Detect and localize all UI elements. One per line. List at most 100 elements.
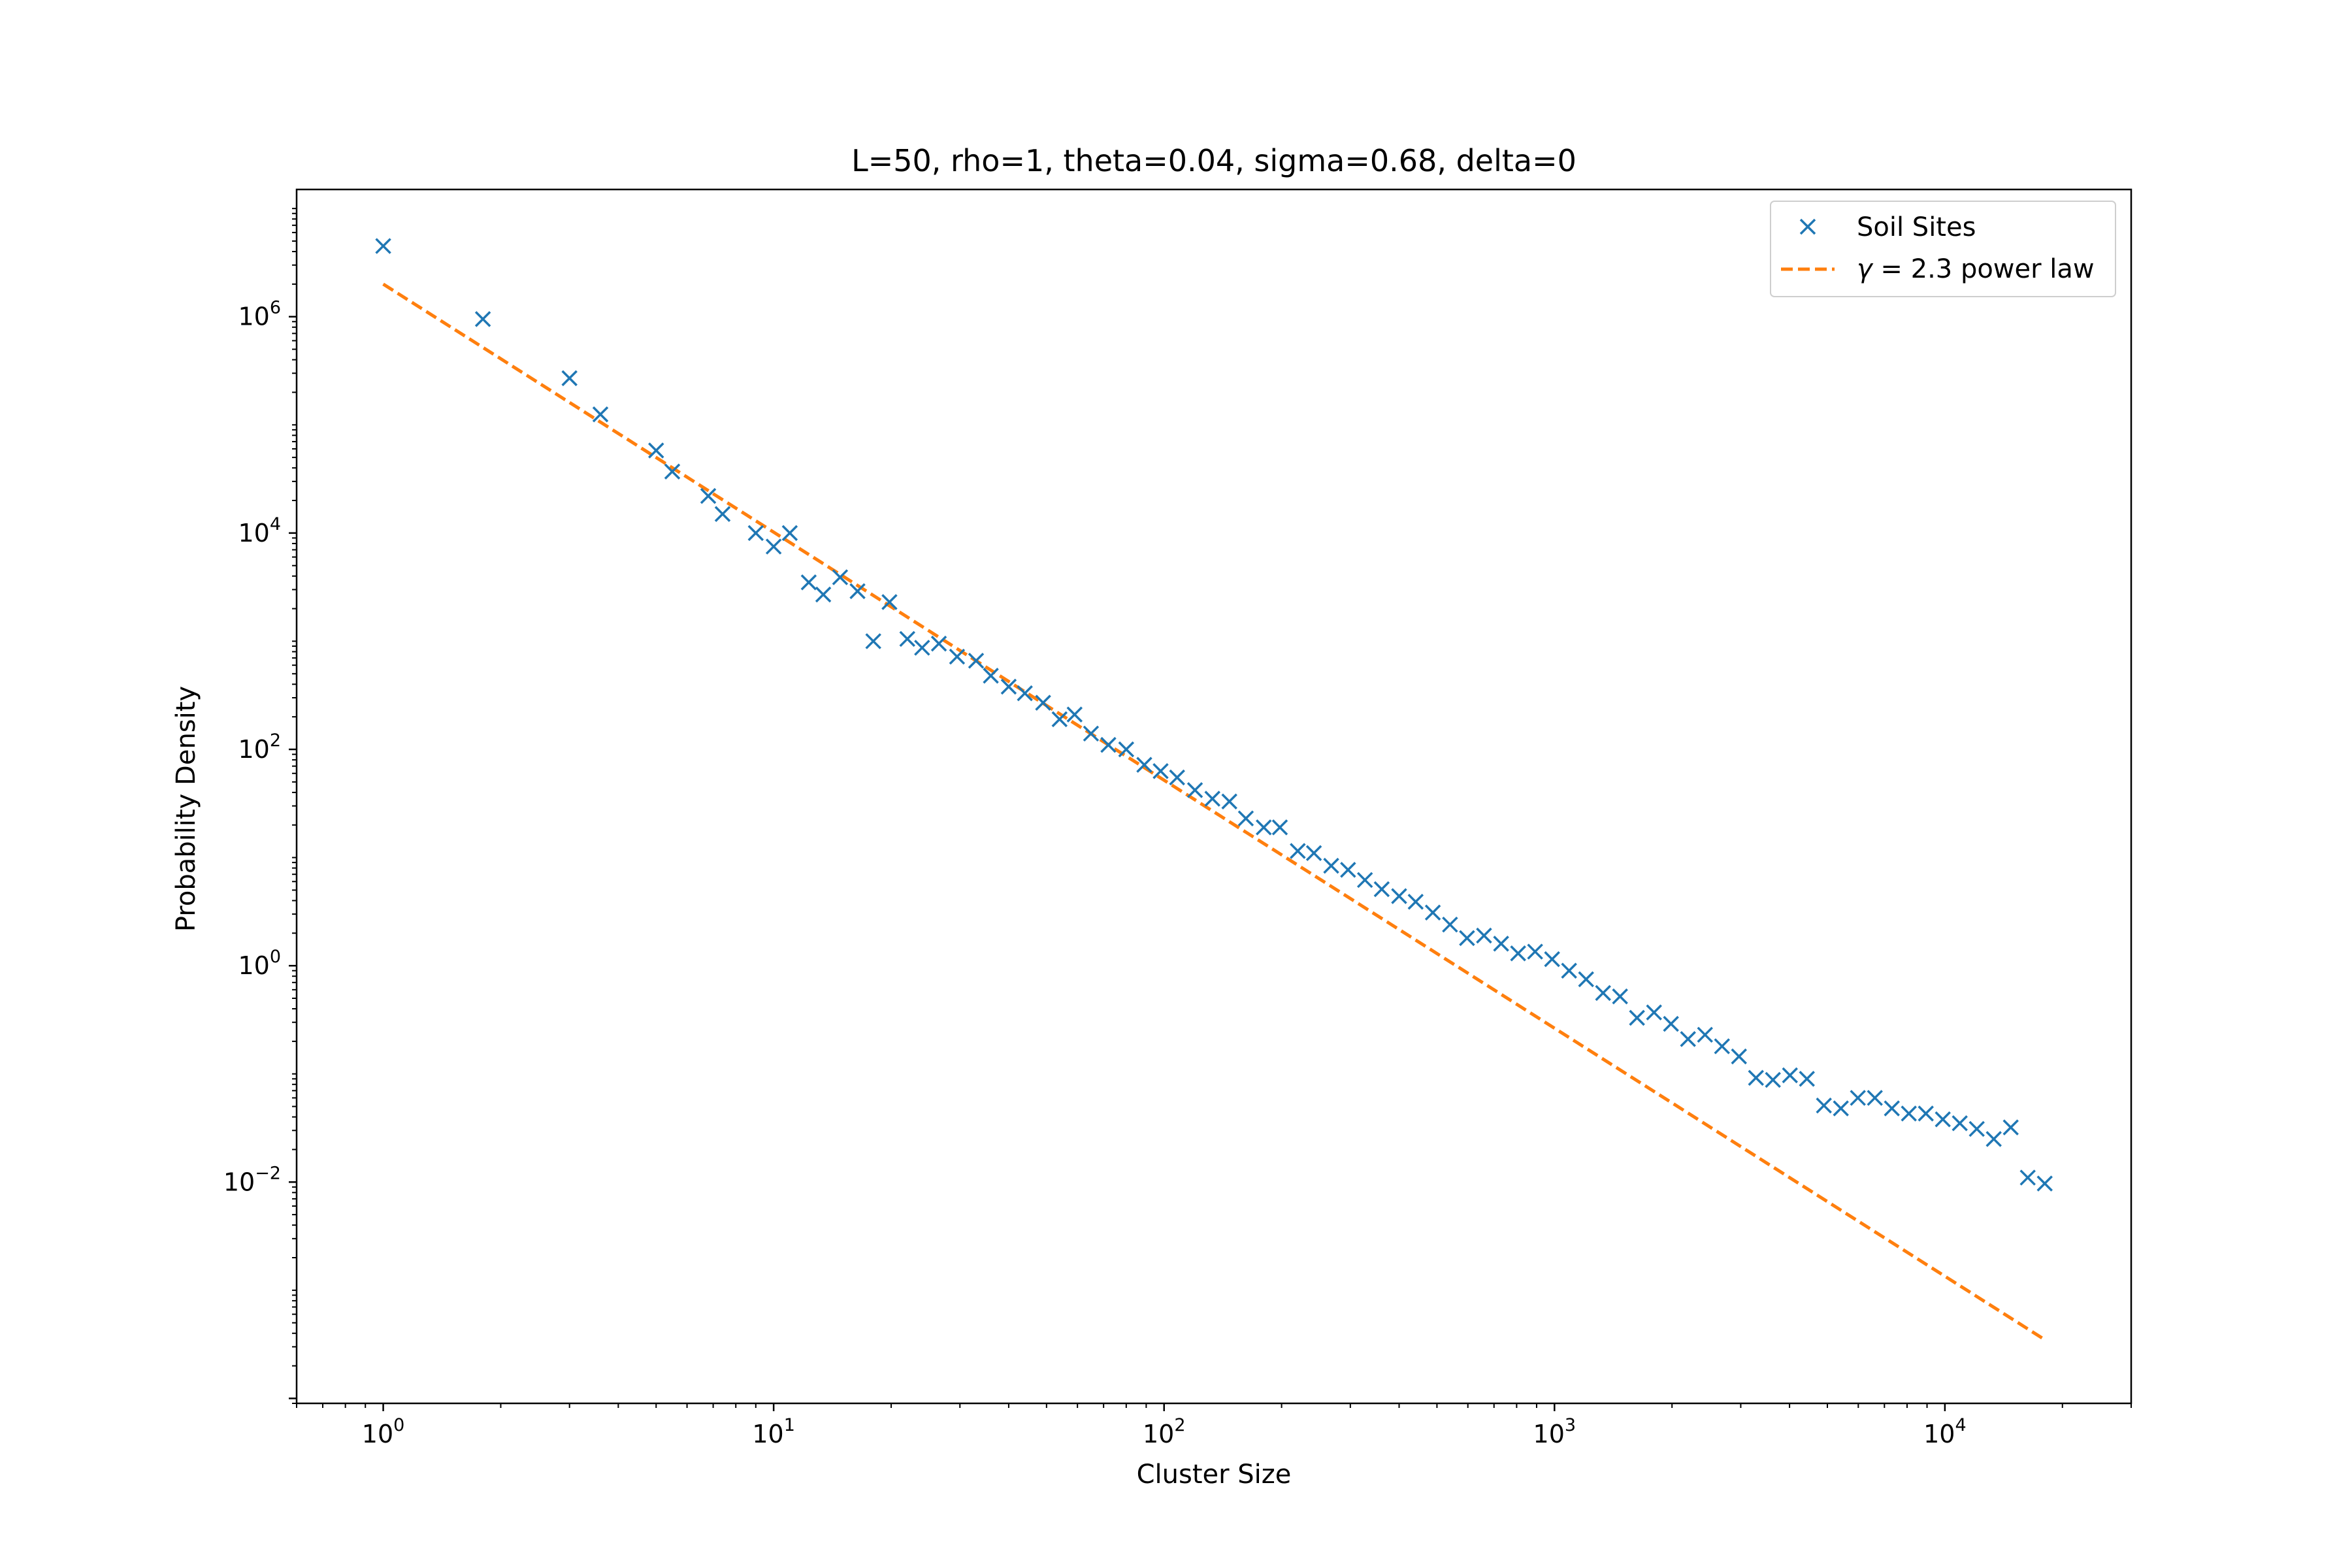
data-point — [1407, 894, 1424, 910]
data-point — [1629, 1009, 1645, 1026]
data-point — [1985, 1131, 2002, 1147]
y-axis-label: Probability Density — [171, 686, 201, 932]
data-point — [714, 506, 731, 522]
chart-title: L=50, rho=1, theta=0.04, sigma=0.68, del… — [851, 143, 1576, 178]
data-point — [815, 586, 832, 603]
data-point — [1340, 862, 1356, 878]
data-point — [1510, 945, 1526, 962]
x-axis: 100 101 102 103 104 — [296, 1403, 2132, 1448]
data-point — [1816, 1097, 1832, 1114]
legend-label-power-law-gamma: γ — [1857, 254, 1874, 284]
data-point — [1918, 1105, 1934, 1122]
y-tick-label: 104 — [238, 514, 281, 547]
legend-label-power-law-rest: = 2.3 power law — [1872, 254, 2095, 284]
data-point — [1867, 1090, 1883, 1106]
data-point — [1731, 1048, 1747, 1065]
data-point — [1459, 930, 1475, 947]
x-tick-label: 104 — [1923, 1415, 1967, 1448]
data-point — [2002, 1119, 2019, 1135]
data-point — [1391, 888, 1407, 904]
data-point — [914, 640, 930, 656]
data-point — [1765, 1071, 1781, 1088]
data-point — [881, 594, 898, 610]
data-point — [1305, 845, 1322, 861]
legend-label-soil-sites: Soil Sites — [1857, 212, 1976, 242]
data-point — [1051, 711, 1068, 728]
data-point — [1083, 725, 1100, 742]
y-tick-label: 102 — [238, 730, 281, 764]
data-point — [1152, 762, 1169, 779]
data-point — [1935, 1111, 1951, 1128]
data-point — [2036, 1175, 2053, 1192]
data-point — [765, 538, 782, 555]
data-point — [930, 635, 947, 652]
data-point — [1578, 971, 1594, 988]
data-point — [375, 238, 391, 254]
data-point — [1968, 1120, 1985, 1137]
data-point — [1680, 1031, 1696, 1047]
x-tick-label: 100 — [362, 1415, 405, 1448]
data-point — [1527, 943, 1543, 960]
legend: Soil Sites γ = 2.3 power law — [1770, 201, 2116, 297]
data-point — [1901, 1105, 1917, 1122]
data-point — [1290, 843, 1306, 859]
data-point — [1237, 810, 1254, 826]
data-point — [1186, 782, 1203, 798]
data-point — [1271, 819, 1288, 836]
data-point — [1612, 988, 1628, 1005]
data-point — [592, 406, 609, 423]
data-point — [1493, 936, 1509, 952]
data-point — [781, 525, 798, 542]
data-point — [949, 648, 966, 665]
data-point — [1204, 791, 1220, 807]
data-point — [1663, 1015, 1679, 1032]
data-point — [1169, 769, 1185, 786]
data-point — [2019, 1169, 2036, 1186]
data-point — [1373, 881, 1390, 898]
data-point — [1646, 1004, 1662, 1021]
data-point — [1884, 1100, 1900, 1117]
data-point — [1714, 1038, 1730, 1054]
data-point — [1017, 685, 1033, 702]
data-point — [1136, 757, 1152, 773]
data-point — [1323, 857, 1339, 874]
data-point — [1100, 736, 1117, 753]
y-tick-label: 10−2 — [223, 1163, 281, 1196]
data-point — [899, 630, 916, 647]
data-point — [1442, 916, 1458, 933]
data-point — [1561, 962, 1577, 979]
data-point — [1356, 872, 1373, 889]
plot-area — [375, 238, 2053, 1341]
plot-frame — [295, 188, 2132, 1405]
data-point — [983, 667, 999, 684]
data-point — [1424, 904, 1441, 921]
data-point — [1782, 1067, 1798, 1084]
data-point — [1476, 927, 1492, 944]
power-law-line — [382, 282, 2046, 1341]
data-point — [800, 574, 817, 591]
data-point — [648, 442, 664, 459]
data-point — [1544, 951, 1560, 968]
data-point — [1035, 694, 1051, 711]
data-point — [747, 525, 764, 542]
x-axis-label: Cluster Size — [1137, 1460, 1292, 1490]
data-point — [1256, 819, 1272, 836]
data-point — [700, 487, 717, 504]
data-point — [1952, 1115, 1968, 1132]
data-point — [865, 633, 881, 649]
data-point — [1697, 1026, 1713, 1043]
x-tick-label: 101 — [752, 1415, 795, 1448]
legend-box — [1770, 201, 2116, 297]
x-tick-label: 103 — [1533, 1415, 1576, 1448]
data-point — [1748, 1070, 1764, 1086]
data-point — [1799, 1071, 1815, 1087]
data-point — [1000, 678, 1017, 695]
data-point — [1850, 1090, 1866, 1106]
legend-label-power-law: γ = 2.3 power law — [1857, 254, 2095, 284]
data-point — [832, 569, 849, 585]
data-point — [849, 583, 866, 600]
legend-marker-soil-sites — [1799, 218, 1816, 235]
y-tick-label: 100 — [238, 947, 281, 980]
data-point — [664, 463, 681, 480]
